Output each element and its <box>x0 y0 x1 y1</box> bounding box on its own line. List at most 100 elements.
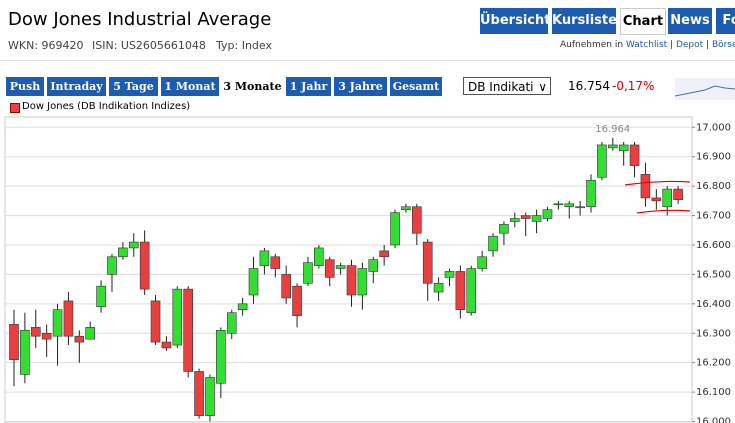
candle-body <box>9 324 19 361</box>
y-tick-label: 16.700 <box>696 211 731 222</box>
range-button[interactable]: 3 Monate <box>222 77 283 96</box>
candle-body <box>161 341 172 349</box>
candle-body <box>368 259 379 272</box>
candle-body <box>63 300 74 337</box>
candle-body <box>520 215 531 219</box>
candle-body <box>477 256 487 269</box>
candle-body <box>259 250 270 266</box>
hand-drawn-line <box>624 180 691 186</box>
y-tick-label: 16.800 <box>696 181 731 192</box>
y-tick-label: 16.400 <box>696 299 731 310</box>
candle-body <box>466 268 477 313</box>
candle-body <box>52 309 63 337</box>
candle-body <box>248 268 259 296</box>
candle-body <box>172 288 183 346</box>
link[interactable]: Börse <box>711 40 735 50</box>
links: Aufnehmen in Watchlist | Depot | Börse <box>560 40 735 50</box>
candle-body <box>629 144 640 166</box>
candle-body <box>314 247 324 266</box>
candle-body <box>183 288 193 372</box>
y-tick-label: 16.600 <box>696 240 731 251</box>
candle-body <box>194 371 204 416</box>
candle-body <box>433 282 444 293</box>
y-tick-label: 16.300 <box>696 328 731 339</box>
meta-text: Typ: Index <box>216 39 272 52</box>
change: -0,17% <box>612 79 655 93</box>
candle-body <box>30 327 41 337</box>
plot-frame <box>4 116 693 423</box>
candle-body <box>444 271 455 278</box>
price: 16.754 <box>568 79 610 93</box>
tab[interactable]: Chart <box>620 8 666 35</box>
range-button[interactable]: 1 Monat <box>161 77 219 96</box>
candle-body <box>237 303 248 311</box>
candle-body <box>412 206 422 234</box>
tab[interactable]: Übersicht <box>480 8 550 34</box>
sparkline <box>675 78 735 100</box>
candle-body <box>150 300 161 343</box>
candle-body <box>640 174 651 199</box>
link-text: Aufnehmen in <box>560 40 624 50</box>
candle-body <box>607 144 618 149</box>
candle-body <box>324 259 335 278</box>
range-button[interactable]: Intraday <box>47 77 106 96</box>
candle-body <box>575 206 585 209</box>
tab[interactable]: Fo <box>716 8 735 34</box>
candle-body <box>96 285 106 308</box>
y-tick-label: 16.900 <box>696 152 731 163</box>
candle-body <box>85 327 96 340</box>
select[interactable]: DB Indikati ∨ <box>463 77 551 95</box>
candle-body <box>488 235 498 252</box>
candle-body <box>422 241 433 284</box>
candle-body <box>553 203 564 206</box>
candle-body <box>618 144 629 152</box>
candle-body <box>118 247 128 258</box>
candle-body <box>107 256 117 275</box>
range-button[interactable]: 1 Jahr <box>286 77 331 96</box>
candle-body <box>205 377 215 416</box>
link[interactable]: Watchlist <box>625 40 668 50</box>
tab[interactable]: News <box>668 8 712 34</box>
y-tick-label: 17.000 <box>696 122 731 133</box>
candle-body <box>216 330 226 384</box>
candle-body <box>510 218 520 222</box>
y-tick-label: 16.000 <box>696 417 731 423</box>
candle-body <box>651 197 662 202</box>
candle-body <box>390 212 400 246</box>
range-button[interactable]: 5 Tage <box>109 77 158 96</box>
candle-body <box>270 256 281 269</box>
candle-body <box>586 179 596 208</box>
range-button[interactable]: Gesamt <box>390 77 442 96</box>
divider <box>0 60 735 61</box>
candle-body <box>597 144 607 178</box>
range-button[interactable]: Push <box>6 77 44 96</box>
legend-text: Dow Jones (DB Indikation Indizes) <box>22 101 191 112</box>
range-button[interactable]: 3 Jahre <box>334 77 387 96</box>
y-tick-label: 16.500 <box>696 269 731 280</box>
candle-body <box>226 312 237 334</box>
candle-body <box>564 203 575 208</box>
legend-swatch <box>10 103 20 113</box>
candle-body <box>139 241 150 290</box>
candle-body <box>379 250 389 258</box>
candle-body <box>74 335 85 343</box>
candle-body <box>662 188 673 208</box>
candle-body <box>542 209 553 219</box>
hand-drawn-line <box>636 209 691 214</box>
link[interactable]: Depot <box>675 40 704 50</box>
candle-body <box>346 265 357 296</box>
annotation: 16.964 <box>595 124 630 135</box>
candle-body <box>303 262 313 284</box>
y-tick-label: 16.100 <box>696 387 731 398</box>
candle-body <box>531 215 542 222</box>
select-text: DB Indikati <box>468 80 534 94</box>
candle-body <box>357 268 368 296</box>
tab[interactable]: Kursliste <box>552 8 617 34</box>
y-tick-label: 16.200 <box>696 358 731 369</box>
select-arrow: ∨ <box>538 80 547 94</box>
candle-body <box>281 274 291 299</box>
candle-body <box>455 271 466 311</box>
candle-body <box>20 330 30 375</box>
